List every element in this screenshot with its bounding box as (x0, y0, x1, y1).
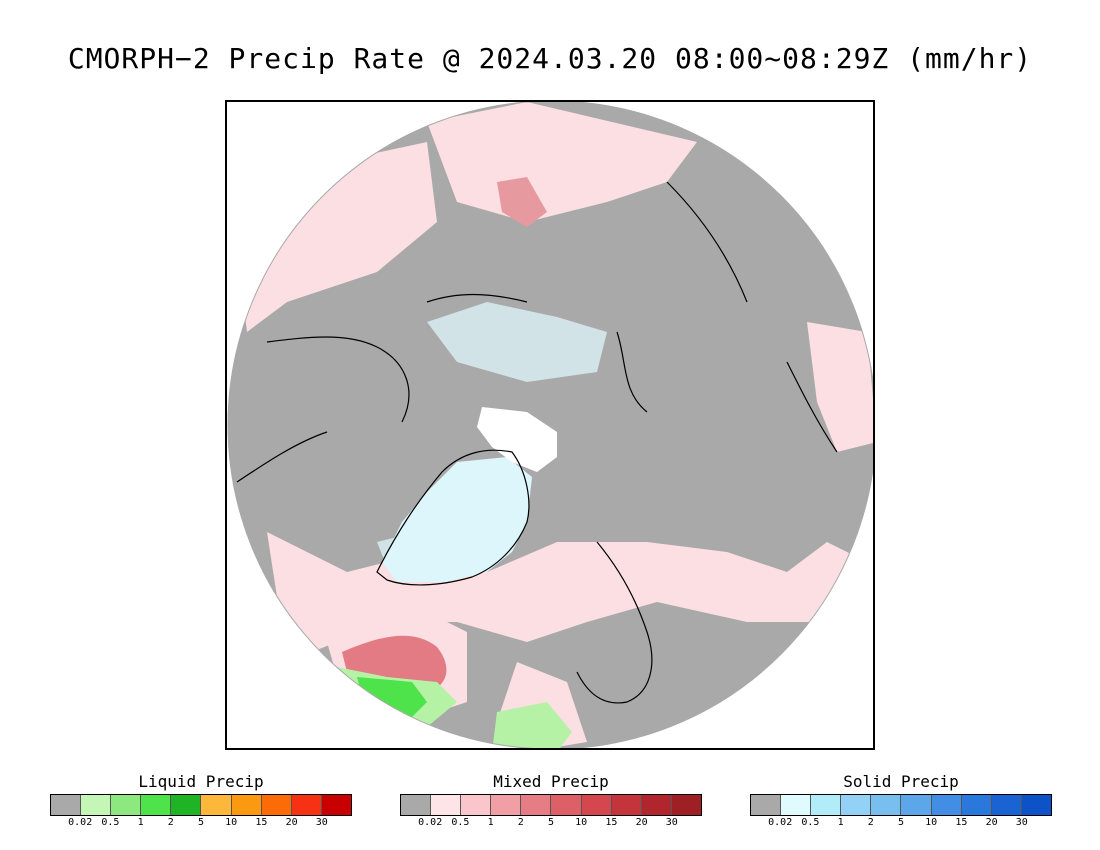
legend-tick-label: 30 (1015, 817, 1028, 828)
domain-edge (227, 102, 873, 748)
legend-swatch (931, 795, 962, 815)
legend-tick-label: 0.02 (68, 817, 93, 828)
legend-swatch (491, 795, 522, 815)
pole-data-gap (477, 407, 557, 472)
legend-swatch (461, 795, 492, 815)
legend-swatch (841, 795, 872, 815)
legend-swatch (401, 795, 432, 815)
legend-ticks: 0.02 0.5 1 2 5 10 15 20 30 (750, 816, 1052, 830)
legend-swatch (991, 795, 1022, 815)
legend-swatch (781, 795, 812, 815)
legend-swatch (291, 795, 322, 815)
legend-title: Mixed Precip (493, 772, 609, 791)
legend-swatch (431, 795, 462, 815)
legend-swatch (111, 795, 142, 815)
legend-solid: Solid Precip 0.02 0.5 1 2 5 10 15 20 30 (750, 772, 1052, 830)
legend-swatch (871, 795, 902, 815)
legend-tick-label: 10 (575, 817, 588, 828)
legend-tick-label: 15 (605, 817, 618, 828)
legend-tick-label: 5 (547, 817, 555, 828)
legend-tick-label: 0.5 (801, 817, 820, 828)
legend-swatch (51, 795, 82, 815)
legend-tick-label: 20 (985, 817, 998, 828)
legend-tick-label: 0.5 (451, 817, 470, 828)
legend-swatch (171, 795, 202, 815)
legend-tick-label: 0.02 (418, 817, 443, 828)
legend-tick-label: 5 (897, 817, 905, 828)
polar-map-canvas (227, 102, 873, 748)
legend-swatch (551, 795, 582, 815)
legend-tick-label: 1 (487, 817, 494, 828)
legend-tick-label: 5 (197, 817, 205, 828)
legend-tick-label: 0.02 (768, 817, 793, 828)
legend-tick-label: 1 (137, 817, 144, 828)
legend-tick-label: 2 (517, 817, 524, 828)
mixed-precip-moderate (342, 635, 447, 692)
legend-title: Liquid Precip (138, 772, 264, 791)
mixed-precip-region (427, 102, 697, 222)
legend-swatch (141, 795, 172, 815)
chart-title: CMORPH−2 Precip Rate @ 2024.03.20 08:00~… (67, 42, 1033, 75)
legend-swatch (1021, 795, 1051, 815)
liquid-precip-moderate (357, 677, 427, 717)
legend-ticks: 0.02 0.5 1 2 5 10 15 20 30 (50, 816, 352, 830)
mixed-precip-moderate (497, 177, 547, 227)
legend-swatch (901, 795, 932, 815)
legend-tick-label: 2 (867, 817, 874, 828)
legend-tick-label: 1 (837, 817, 844, 828)
legend-tick-label: 0.5 (101, 817, 120, 828)
legend-swatch (201, 795, 232, 815)
legend-swatch (261, 795, 292, 815)
legend-swatch (811, 795, 842, 815)
legend-tick-label: 15 (955, 817, 968, 828)
legend-tick-label: 2 (167, 817, 174, 828)
legend-liquid: Liquid Precip 0.02 0.5 1 2 5 10 15 20 30 (50, 772, 352, 830)
legend-title: Solid Precip (843, 772, 959, 791)
legend-mixed: Mixed Precip 0.02 0.5 1 2 5 10 15 20 30 (400, 772, 702, 830)
legend-swatch (611, 795, 642, 815)
legend-colorbar (400, 794, 702, 816)
mixed-precip-region (807, 322, 873, 452)
legend-swatch (641, 795, 672, 815)
legend-swatch (231, 795, 262, 815)
legend-tick-label: 30 (665, 817, 678, 828)
polar-map (225, 100, 875, 750)
legend-swatch (321, 795, 351, 815)
legend-tick-label: 10 (925, 817, 938, 828)
legend-swatch (751, 795, 782, 815)
legend-tick-label: 15 (255, 817, 268, 828)
legend-swatch (671, 795, 701, 815)
legend-tick-label: 10 (225, 817, 238, 828)
legend-swatch (521, 795, 552, 815)
legend-tick-label: 20 (285, 817, 298, 828)
legend-swatch (81, 795, 112, 815)
legend-swatch (581, 795, 612, 815)
liquid-precip-region (492, 702, 572, 748)
solid-precip-region (427, 302, 607, 382)
greenland-ice (382, 457, 532, 582)
legend-tick-label: 20 (635, 817, 648, 828)
legend-swatch (961, 795, 992, 815)
legend-colorbar (750, 794, 1052, 816)
legend-ticks: 0.02 0.5 1 2 5 10 15 20 30 (400, 816, 702, 830)
coastlines (236, 181, 838, 704)
legend-colorbar (50, 794, 352, 816)
legend-tick-label: 30 (315, 817, 328, 828)
